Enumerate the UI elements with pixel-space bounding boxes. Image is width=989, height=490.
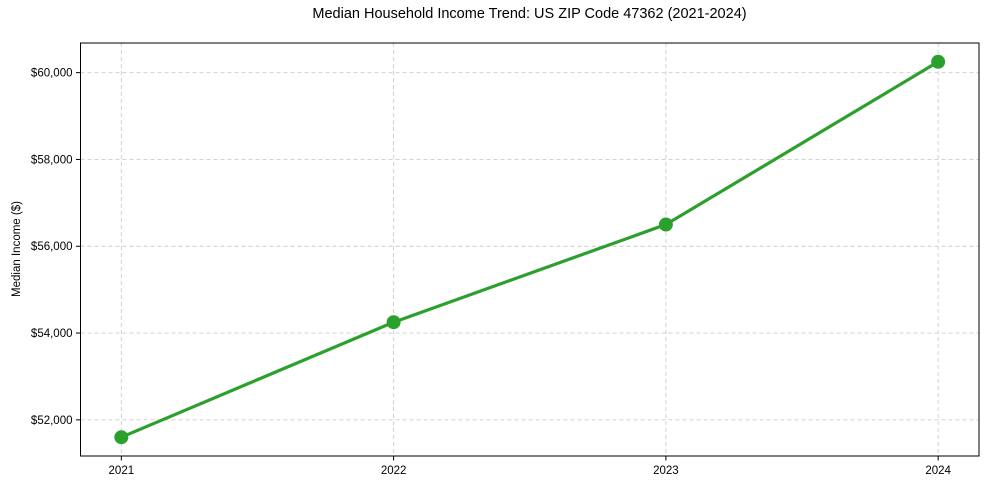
y-tick-label: $60,000 (31, 68, 73, 80)
y-tick-label: $56,000 (31, 241, 73, 253)
data-point (658, 217, 673, 232)
x-tick-label: 2024 (925, 465, 951, 477)
plot-border (80, 42, 980, 457)
data-point (931, 54, 946, 69)
y-tick-label: $58,000 (31, 154, 73, 166)
y-tick-label: $52,000 (31, 415, 73, 427)
x-tick-label: 2022 (381, 465, 407, 477)
trend-line (119, 60, 940, 439)
chart-title: Median Household Income Trend: US ZIP Co… (312, 6, 747, 22)
y-tick-label: $54,000 (31, 328, 73, 340)
x-tick-label: 2021 (109, 465, 135, 477)
x-tick-label: 2023 (653, 465, 679, 477)
data-point (386, 315, 401, 330)
data-point (114, 430, 129, 445)
